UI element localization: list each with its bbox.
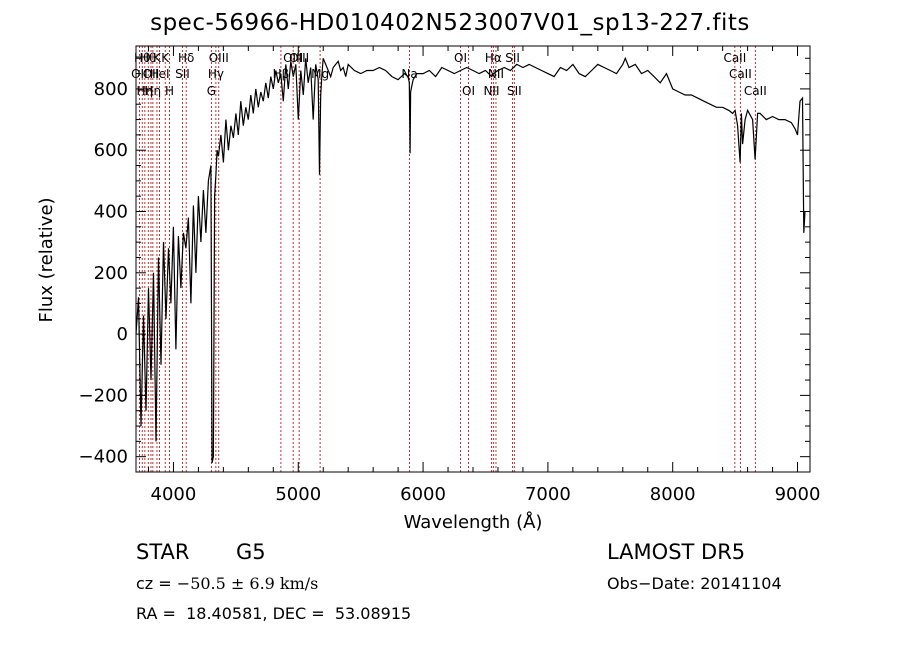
line-label: NII bbox=[488, 67, 504, 81]
object-class: STAR bbox=[136, 540, 190, 564]
x-axis: 4000 5000 6000 7000 8000 9000 bbox=[147, 46, 821, 505]
line-label: SII bbox=[505, 51, 520, 65]
line-label: K bbox=[161, 51, 170, 65]
y-axis: −400 −200 0 200 400 600 800 bbox=[79, 57, 810, 468]
plot-frame bbox=[135, 45, 811, 473]
coordinates: RA = 18.40581, DEC = 53.08915 bbox=[136, 604, 412, 623]
x-tick-label: 9000 bbox=[775, 484, 821, 505]
obs-date: Obs−Date: 20141104 bbox=[607, 574, 782, 593]
x-tick-label: 8000 bbox=[650, 484, 696, 505]
y-tick-label: 800 bbox=[94, 79, 128, 100]
emission-line-markers bbox=[138, 46, 756, 472]
x-tick-label: 5000 bbox=[275, 484, 321, 505]
cz-value: −50.5 ± 6.9 km/s bbox=[176, 574, 319, 593]
x-axis-label: Wavelength (Å) bbox=[404, 511, 543, 533]
line-label: OI bbox=[454, 51, 467, 65]
y-axis-label: Flux (relative) bbox=[36, 197, 57, 322]
y-tick-label: 600 bbox=[94, 140, 128, 161]
spectrum-line bbox=[135, 56, 806, 463]
line-label: G bbox=[207, 84, 216, 98]
line-label: HeI bbox=[150, 67, 170, 81]
y-tick-label: −200 bbox=[79, 385, 128, 406]
line-label: Hη bbox=[137, 84, 154, 98]
line-label: SII bbox=[175, 67, 190, 81]
y-tick-label: 0 bbox=[117, 324, 128, 345]
line-label: K bbox=[153, 51, 162, 65]
line-label: SII bbox=[507, 84, 522, 98]
line-label: CaII bbox=[744, 84, 767, 98]
x-tick-label: 6000 bbox=[400, 484, 446, 505]
x-tick-label: 7000 bbox=[525, 484, 571, 505]
line-label: NII bbox=[483, 84, 499, 98]
line-label: OI bbox=[462, 84, 475, 98]
line-label: Na bbox=[401, 67, 417, 81]
cz-label: cz = bbox=[136, 574, 177, 593]
line-label: Hγ bbox=[208, 67, 224, 81]
line-label: Hθ bbox=[140, 51, 156, 65]
chart-title: spec-56966-HD010402N523007V01_sp13-227.f… bbox=[150, 10, 750, 36]
line-label: CaII bbox=[729, 67, 752, 81]
line-label: Hδ bbox=[178, 51, 194, 65]
y-tick-label: 200 bbox=[94, 263, 128, 284]
line-label: H bbox=[165, 84, 174, 98]
y-tick-label: 400 bbox=[94, 201, 128, 222]
x-tick-label: 4000 bbox=[151, 484, 197, 505]
emission-line-labels: OIIHθHηHθOIIHηKHeIKHSIIHδGHγOIIIHβOIIIOI… bbox=[131, 51, 767, 98]
line-label: OII bbox=[143, 67, 160, 81]
object-subclass: G5 bbox=[236, 540, 266, 564]
line-label: OIII bbox=[289, 51, 309, 65]
line-label: OIII bbox=[209, 51, 229, 65]
line-label: Hθ bbox=[134, 51, 150, 65]
y-tick-label: −400 bbox=[79, 447, 128, 468]
line-label: CaII bbox=[723, 51, 746, 65]
line-label: Mg bbox=[311, 67, 329, 81]
line-label: Hη bbox=[145, 84, 162, 98]
redshift-label: cz = −50.5 ± 6.9 km/s bbox=[136, 574, 318, 593]
survey-name: LAMOST DR5 bbox=[607, 540, 746, 564]
line-label: Hα bbox=[485, 51, 502, 65]
